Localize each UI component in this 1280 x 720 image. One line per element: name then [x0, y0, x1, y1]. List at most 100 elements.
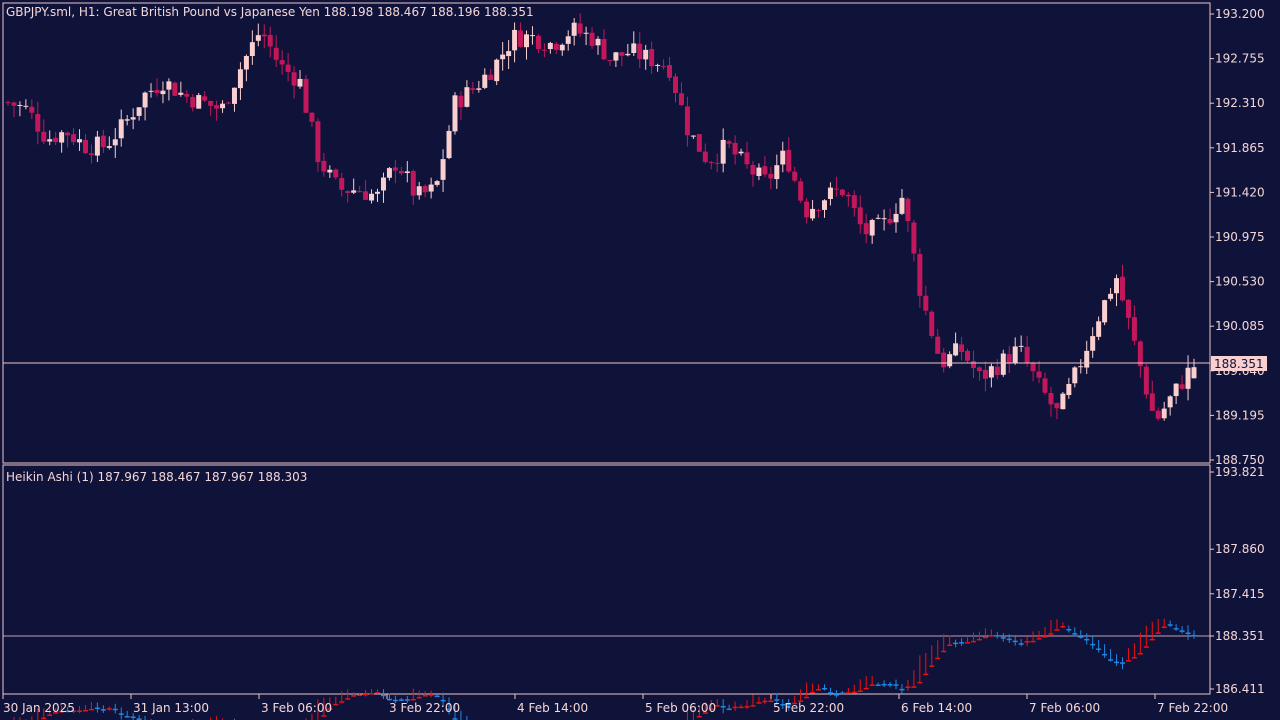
ha-candle	[1155, 618, 1161, 634]
ha-candle	[750, 694, 756, 707]
candle	[774, 154, 780, 189]
candle	[11, 101, 17, 118]
ha-candle	[1084, 633, 1090, 645]
candle	[655, 63, 661, 72]
ha-candle	[686, 707, 688, 720]
ha-candle	[1185, 625, 1191, 640]
ha-candle	[970, 632, 976, 643]
candle	[214, 100, 220, 121]
ha-candle	[1161, 618, 1167, 629]
candle	[524, 30, 530, 60]
candle	[243, 54, 249, 82]
candle	[357, 186, 363, 193]
ha-candle	[210, 717, 212, 720]
candle	[476, 80, 482, 93]
heikin-ashi-candles	[13, 618, 1197, 720]
candle	[816, 208, 822, 218]
ha-candle	[976, 631, 982, 641]
candle	[398, 166, 404, 176]
ha-candle	[732, 701, 738, 712]
ha-candle	[321, 697, 327, 717]
candle	[726, 139, 732, 148]
candle	[303, 74, 309, 114]
candle	[887, 208, 893, 226]
ha-candle	[720, 699, 726, 714]
candle	[798, 178, 804, 203]
candle	[1108, 288, 1114, 302]
ha-candle	[692, 709, 694, 720]
ha-candle	[452, 702, 458, 720]
candle	[1054, 402, 1060, 420]
candle	[595, 36, 601, 55]
candle	[738, 148, 744, 156]
ha-candle	[875, 682, 881, 686]
ha-candle	[1143, 625, 1149, 648]
ha-candle	[410, 688, 416, 701]
time-tick-label: 7 Feb 22:00	[1157, 701, 1228, 715]
candle	[589, 27, 595, 49]
candle	[643, 44, 649, 70]
candle	[237, 62, 243, 100]
ha-candle	[744, 700, 750, 709]
indicator-tick-label: 188.351	[1215, 629, 1265, 643]
ha-candle	[821, 684, 827, 691]
candle	[1149, 380, 1155, 411]
ha-candle	[1012, 636, 1018, 646]
ha-candle	[345, 689, 351, 700]
indicator-frame[interactable]	[2, 464, 1211, 695]
candle	[684, 96, 690, 147]
ha-candle	[851, 684, 857, 694]
candle	[315, 118, 321, 172]
candle	[1066, 377, 1072, 399]
candle	[231, 87, 237, 112]
candle	[982, 361, 988, 392]
ha-candle	[863, 676, 869, 690]
candle	[267, 26, 273, 58]
candle	[166, 78, 172, 101]
candle	[1161, 401, 1167, 421]
candle	[667, 56, 673, 82]
indicator-header: Heikin Ashi (1) 187.967 188.467 187.967 …	[6, 470, 307, 484]
candle	[541, 43, 547, 58]
candle	[529, 26, 535, 45]
ha-candle	[810, 683, 816, 694]
ha-candle	[905, 679, 911, 692]
ha-candle	[380, 689, 386, 700]
candle	[53, 131, 59, 146]
ha-candle	[317, 699, 319, 720]
main-chart-frame[interactable]	[2, 2, 1211, 464]
ha-candle	[339, 691, 345, 703]
ha-candle	[1137, 632, 1143, 655]
price-tick-label: 192.755	[1215, 52, 1265, 66]
price-axis: 193.200 192.755 192.310 191.865 191.420 190.9…	[1210, 7, 1265, 601]
ha-candle	[1090, 636, 1096, 649]
ha-candle	[959, 638, 965, 646]
candle	[82, 134, 88, 155]
main-candles	[5, 13, 1197, 421]
candle	[440, 149, 446, 192]
ha-candle	[965, 637, 971, 644]
ha-candle	[1030, 631, 1036, 643]
ha-candle	[112, 703, 118, 714]
candle	[1090, 327, 1096, 358]
candle	[1185, 355, 1191, 401]
ha-candle	[94, 702, 100, 713]
candle	[1048, 386, 1054, 417]
ha-candle	[982, 628, 988, 639]
time-tick-label: 4 Feb 14:00	[517, 701, 588, 715]
candle	[458, 91, 464, 120]
candle	[363, 180, 369, 201]
ha-candle	[941, 634, 947, 653]
candle	[732, 135, 738, 165]
candle	[273, 35, 279, 68]
candle	[410, 169, 416, 205]
ha-candle	[923, 652, 929, 676]
candle	[184, 90, 190, 104]
candle	[613, 51, 619, 68]
ha-candle	[1072, 627, 1078, 637]
candle	[291, 66, 297, 99]
candle	[1084, 340, 1090, 374]
candle	[1042, 372, 1048, 395]
candle	[88, 144, 94, 164]
